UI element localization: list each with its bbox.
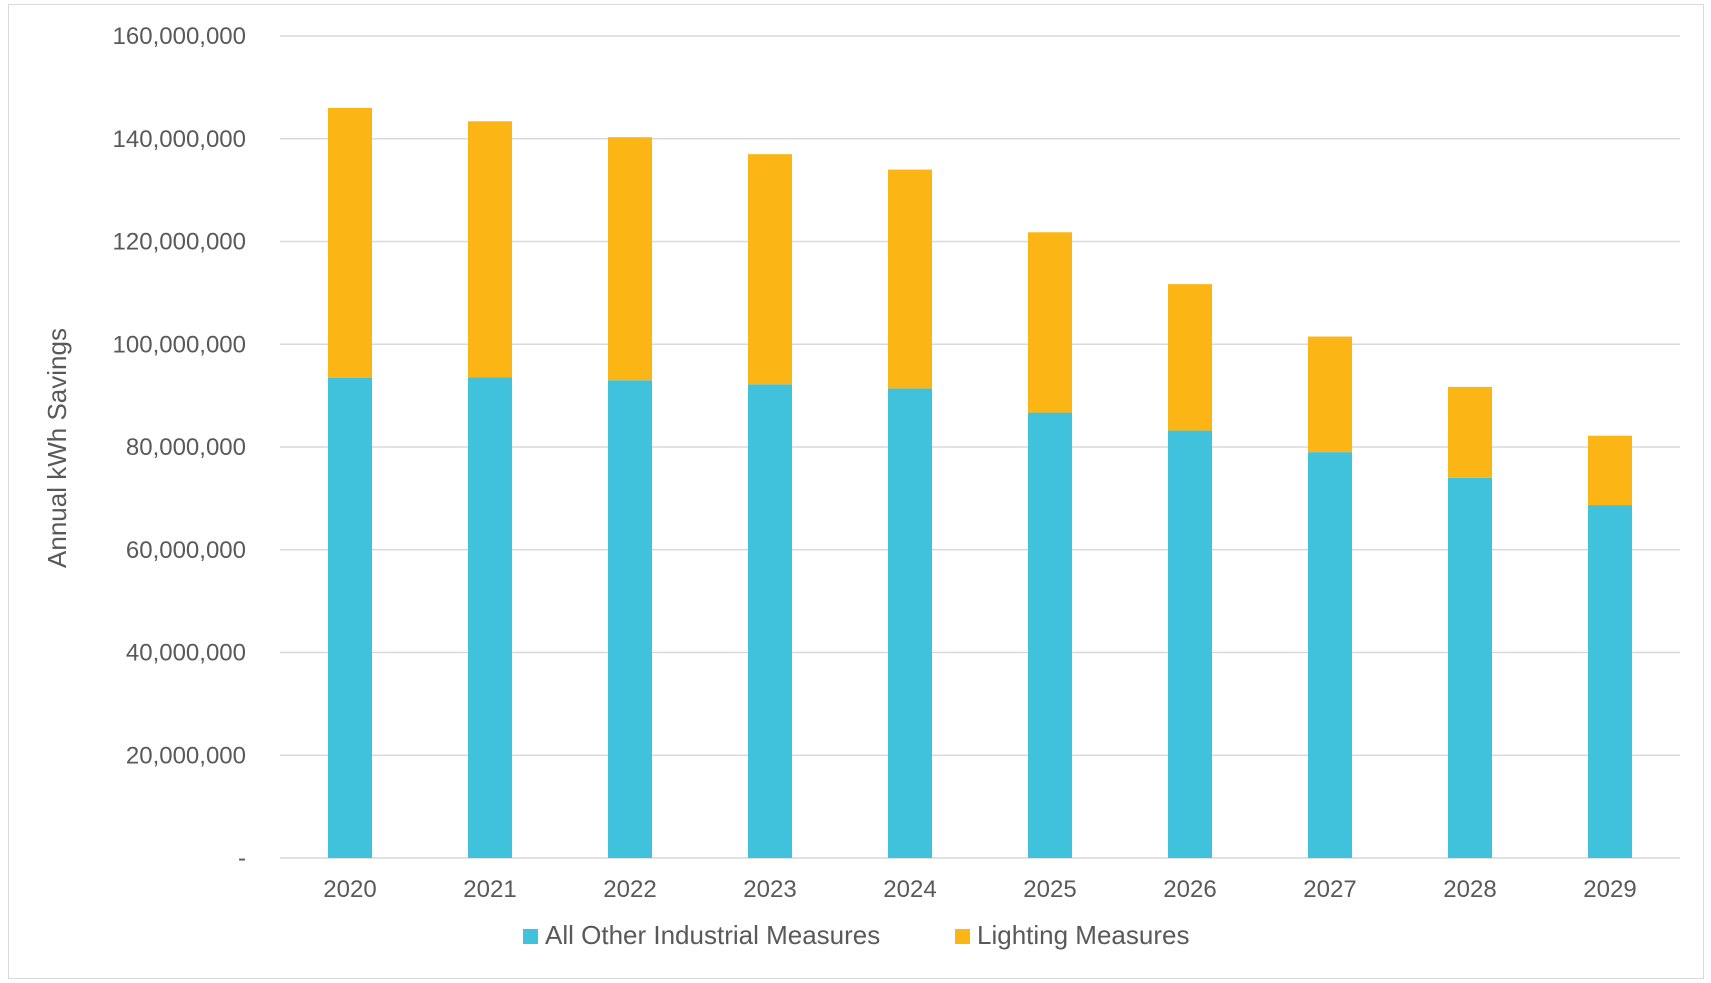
x-axis-ticks: 2020 2021 2022 2023 2024 2025 2026 2027 2028 2029 xyxy=(323,876,1636,903)
bar-other-industrial xyxy=(1588,505,1632,858)
y-tick-label: 100,000,000 xyxy=(113,331,246,358)
x-tick-label: 2022 xyxy=(603,876,656,903)
y-axis-title: Annual kWh Savings xyxy=(42,328,72,568)
legend-swatch xyxy=(523,929,538,944)
y-tick-label: 120,000,000 xyxy=(113,229,246,256)
bar-lighting xyxy=(1448,386,1492,478)
y-tick-label: 20,000,000 xyxy=(126,742,246,769)
x-tick-label: 2027 xyxy=(1303,876,1356,903)
y-tick-label: 80,000,000 xyxy=(126,434,246,461)
x-tick-label: 2028 xyxy=(1443,876,1496,903)
y-tick-label: 60,000,000 xyxy=(126,537,246,564)
bar-other-industrial xyxy=(748,384,792,858)
x-tick-label: 2029 xyxy=(1583,876,1636,903)
x-tick-label: 2020 xyxy=(323,876,376,903)
bar-other-industrial xyxy=(888,388,932,858)
gridlines xyxy=(280,35,1680,859)
bar-lighting xyxy=(1168,284,1212,431)
legend-label: All Other Industrial Measures xyxy=(545,920,880,950)
legend-label: Lighting Measures xyxy=(977,920,1189,950)
bar-other-industrial xyxy=(1168,430,1212,858)
bar-other-industrial xyxy=(1028,412,1072,858)
legend-swatch xyxy=(955,929,970,944)
bar-lighting xyxy=(608,137,652,381)
bar-lighting xyxy=(888,169,932,389)
bar-other-industrial xyxy=(608,380,652,858)
bar-other-industrial xyxy=(468,377,512,858)
bars xyxy=(328,107,1632,858)
y-tick-label: - xyxy=(238,845,246,872)
bar-lighting xyxy=(1588,435,1632,506)
bar-lighting xyxy=(1028,232,1072,413)
y-axis-ticks: - 20,000,000 40,000,000 60,000,000 80,000,00… xyxy=(113,23,246,872)
y-tick-label: 40,000,000 xyxy=(126,640,246,667)
x-tick-label: 2024 xyxy=(883,876,936,903)
bar-lighting xyxy=(748,154,792,385)
y-tick-label: 160,000,000 xyxy=(113,23,246,50)
bar-lighting xyxy=(328,107,372,378)
bar-lighting xyxy=(468,121,512,378)
bar-lighting xyxy=(1308,336,1352,453)
legend: All Other Industrial Measures Lighting Me… xyxy=(523,920,1189,950)
x-tick-label: 2025 xyxy=(1023,876,1076,903)
y-tick-label: 140,000,000 xyxy=(113,126,246,153)
x-tick-label: 2021 xyxy=(463,876,516,903)
bar-other-industrial xyxy=(1448,477,1492,858)
x-tick-label: 2023 xyxy=(743,876,796,903)
bar-other-industrial xyxy=(1308,452,1352,858)
bar-other-industrial xyxy=(328,377,372,858)
chart-border xyxy=(8,4,1704,979)
x-tick-label: 2026 xyxy=(1163,876,1216,903)
